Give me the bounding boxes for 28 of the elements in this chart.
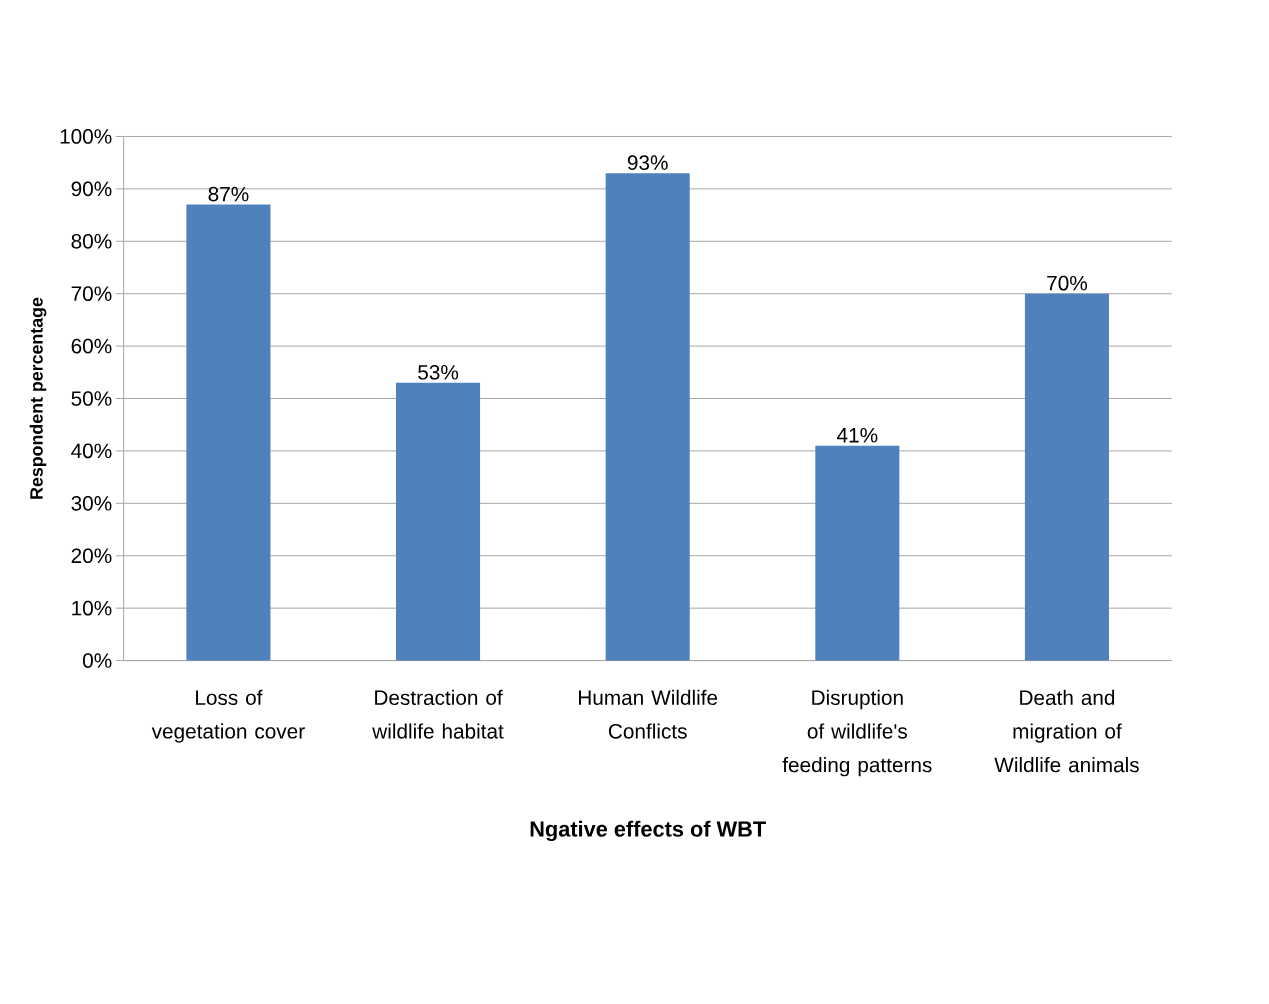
bar xyxy=(396,382,481,661)
y-tick-label: 30% xyxy=(71,496,112,511)
bar xyxy=(186,204,271,661)
data-label: 93% xyxy=(627,155,668,171)
bar xyxy=(815,445,900,661)
data-label: 87% xyxy=(208,186,249,202)
y-tick-label: 70% xyxy=(71,286,112,302)
x-tick-label: Destraction of wildlife habitat xyxy=(372,689,504,739)
x-axis-title: Ngative effects of WBT xyxy=(530,820,766,842)
y-tick-label: 80% xyxy=(71,234,112,249)
data-label: 70% xyxy=(1047,275,1087,291)
y-axis-title: Respondent percentage xyxy=(29,297,47,499)
y-tick-label: 60% xyxy=(71,338,112,354)
x-tick-label: Disruption of wildlife's feeding patterns xyxy=(782,689,932,777)
y-tick-label: 0% xyxy=(83,653,112,669)
y-tick-label: 50% xyxy=(71,391,112,406)
y-tick-label: 40% xyxy=(71,443,112,459)
x-tick-label: Death and migration of Wildlife animals xyxy=(994,689,1139,773)
y-tick-label: 10% xyxy=(72,600,112,616)
bar xyxy=(605,173,690,661)
data-label: 53% xyxy=(418,365,459,380)
x-tick-label: Human Wildlife Conflicts xyxy=(579,689,718,739)
y-tick-label: 100% xyxy=(60,129,112,144)
y-tick-label: 20% xyxy=(71,548,112,564)
data-label: 41% xyxy=(837,428,878,443)
bar xyxy=(1024,293,1109,661)
x-tick-label: Loss of vegetation cover xyxy=(151,689,305,743)
y-tick-label: 90% xyxy=(71,181,112,197)
